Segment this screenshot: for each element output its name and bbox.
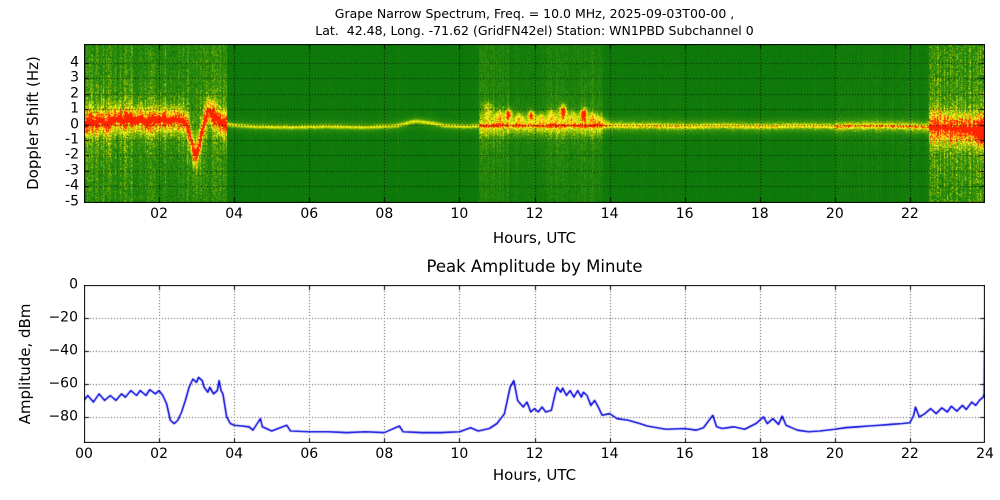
amplitude-y-tick-label: −60: [48, 375, 78, 392]
spectrogram-x-tick-label: 12: [525, 206, 544, 222]
amplitude-y-tick-label: −80: [48, 408, 78, 425]
spectrogram-x-tick-label: 02: [150, 206, 168, 222]
spectrogram-y-tick-label: 2: [70, 85, 79, 102]
amplitude-x-tick-label: 22: [900, 446, 919, 462]
amplitude-x-tick-label: 04: [225, 446, 244, 462]
amplitude-x-tick-label: 24: [976, 446, 994, 462]
spectrogram-title-line2: Lat. 42.48, Long. -71.62 (GridFN42el) St…: [315, 23, 754, 38]
amplitude-chart-title: Peak Amplitude by Minute: [426, 257, 643, 276]
amplitude-x-tick-label: 14: [600, 446, 619, 462]
spectrogram-x-tick-label: 20: [825, 206, 844, 222]
spectrogram-y-tick-label: -3: [65, 162, 79, 179]
spectrogram-y-tick-label: -4: [65, 177, 79, 194]
spectrogram-x-tick-label: 14: [600, 206, 619, 222]
spectrogram-y-tick-label: -5: [65, 193, 79, 210]
spectrogram-y-tick-label: 4: [70, 54, 79, 71]
amplitude-x-tick-label: 06: [300, 446, 319, 462]
amplitude-x-tick-label: 10: [450, 446, 469, 462]
amplitude-x-tick-label: 00: [75, 446, 93, 462]
spectrogram-title-line1: Grape Narrow Spectrum, Freq. = 10.0 MHz,…: [334, 6, 735, 21]
amplitude-x-tick-label: 18: [750, 446, 769, 462]
amplitude-x-tick-label: 08: [375, 446, 394, 462]
amplitude-x-tick-label: 16: [675, 446, 694, 462]
amplitude-x-tick-label: 12: [525, 446, 544, 462]
spectrogram-y-tick-label: 3: [70, 69, 79, 86]
spectrogram-x-tick-label: 10: [450, 206, 469, 222]
spectrogram-x-tick-label: 18: [750, 206, 769, 222]
spectrogram-x-tick-label: 04: [225, 206, 244, 222]
spectrogram-x-tick-label: 08: [375, 206, 394, 222]
amplitude-x-axis-label: Hours, UTC: [492, 466, 577, 484]
spectrogram-x-tick-label: 06: [300, 206, 319, 222]
spectrogram-x-tick-label: 22: [900, 206, 919, 222]
doppler-spectrogram-heatmap: [84, 44, 985, 203]
amplitude-x-tick-label: 20: [825, 446, 844, 462]
amplitude-x-tick-label: 02: [150, 446, 168, 462]
peak-amplitude-line-chart: [84, 285, 985, 443]
spectrogram-y-tick-label: 1: [70, 100, 79, 117]
amplitude-y-tick-label: 0: [69, 276, 78, 293]
amplitude-y-tick-label: −20: [48, 309, 78, 326]
spectrogram-y-tick-label: -1: [65, 131, 79, 148]
spectrogram-y-tick-label: 0: [70, 116, 79, 133]
spectrogram-x-axis-label: Hours, UTC: [492, 229, 577, 247]
spectrogram-x-tick-label: 16: [675, 206, 694, 222]
amplitude-y-tick-label: −40: [48, 342, 78, 359]
spectrogram-y-tick-label: -2: [65, 146, 79, 163]
